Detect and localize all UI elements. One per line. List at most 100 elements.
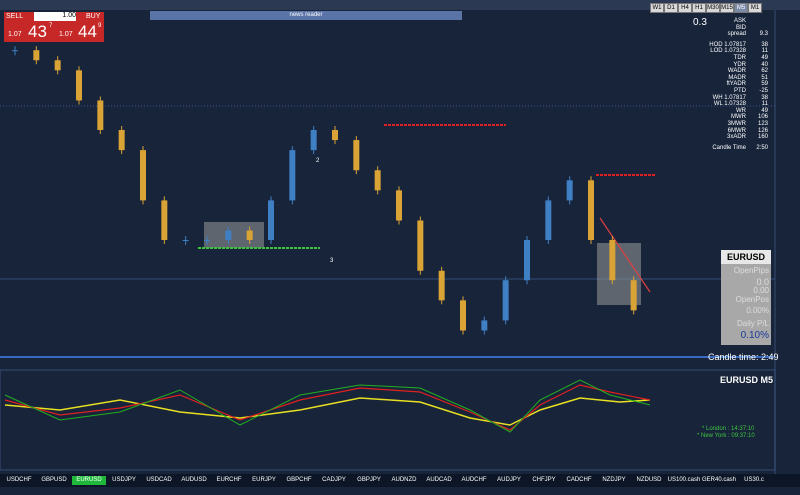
symbol-tab[interactable]: AUDUSD — [181, 477, 207, 483]
symbol-tab[interactable]: USDCHF — [6, 477, 32, 483]
bid-frac: 7 — [49, 23, 53, 29]
symbol-tab[interactable]: AUDJPY — [497, 477, 521, 483]
session: * London : 14:37:10 — [702, 426, 755, 432]
stat-label: WL 1.07328 — [713, 101, 746, 108]
stat-value: 9.3 — [759, 31, 768, 38]
stat-value: 106 — [757, 114, 768, 121]
sell[interactable]: SELL — [6, 13, 24, 20]
spread-top: 0.3 — [693, 17, 707, 28]
symbol-tab[interactable]: AUDNZD — [391, 477, 417, 483]
stat-value: 160 — [757, 134, 768, 141]
indicator-line — [4, 397, 651, 426]
symbol-tab[interactable]: GBPJPY — [357, 477, 381, 483]
candle — [33, 50, 40, 61]
candle — [502, 280, 509, 321]
timeframe[interactable]: M5 — [734, 3, 748, 13]
marker: 2 — [316, 158, 320, 164]
stat-label: 3MWR — [727, 121, 746, 127]
timeframe[interactable]: M15 — [720, 3, 734, 13]
stat-label: MWR — [731, 114, 746, 121]
candle — [204, 239, 210, 241]
stat-value: 123 — [757, 121, 768, 127]
symbol-tab[interactable]: CADCHF — [566, 477, 592, 483]
stat-value: -25 — [759, 88, 768, 94]
symbol-tab[interactable]: GBPUSD — [41, 477, 67, 483]
candle — [417, 220, 424, 271]
session: * New York : 09:37:10 — [697, 433, 755, 439]
stat-label: ftYADR — [726, 81, 746, 88]
marker: 3 — [330, 258, 334, 264]
stat-value: 40 — [761, 61, 768, 68]
stat-label: WR — [736, 107, 746, 114]
candle — [140, 150, 146, 201]
account-panel: EURUSD OpenPips 0.0 OpenPos 0.00 0.00% D… — [721, 250, 771, 345]
ask-big: 1.07 — [59, 31, 73, 38]
ask-pips: 44 — [78, 22, 97, 41]
buy[interactable]: BUY — [86, 13, 101, 20]
zone — [204, 222, 264, 248]
candle — [310, 130, 317, 151]
label: Daily P/L — [736, 319, 769, 328]
symbol-tab[interactable]: AUDCAD — [426, 477, 452, 483]
stat-label: TDR — [733, 55, 746, 61]
symbol-tab[interactable]: EURJPY — [252, 477, 276, 483]
candle — [289, 150, 296, 201]
timeframe[interactable]: M1 — [748, 3, 762, 13]
stat-label: PTD — [734, 88, 746, 94]
stat-value: 38 — [761, 41, 768, 48]
candle — [609, 239, 616, 281]
stat-label: WH 1.07817 — [712, 94, 746, 101]
timeframe[interactable]: M30 — [706, 3, 720, 13]
stat-label: HOD 1.07817 — [709, 41, 746, 48]
candle — [268, 200, 274, 240]
symbol-tab[interactable]: GER40.cash — [702, 477, 737, 483]
candle — [630, 280, 637, 311]
indicator-line — [4, 379, 651, 433]
candle — [524, 239, 530, 281]
symbol-tab[interactable]: AUDCHF — [461, 477, 487, 483]
lot[interactable]: 1.00 — [34, 12, 76, 21]
symbol-tab[interactable]: US30.c — [744, 477, 764, 483]
symbol-tab[interactable]: EURCHF — [216, 477, 242, 483]
timeframe[interactable]: D1 — [664, 3, 678, 13]
stat-label: spread — [727, 31, 746, 38]
candle — [246, 230, 253, 240]
stat-label: BID — [735, 24, 746, 31]
news-reader[interactable]: news reader — [150, 11, 462, 20]
candle — [545, 200, 552, 240]
stat-label: YDR — [733, 61, 746, 68]
stat-value: 62 — [761, 68, 768, 75]
candle — [118, 130, 125, 151]
symbol-tab[interactable]: NZDJPY — [602, 477, 626, 483]
candle — [161, 200, 168, 240]
symbol-tab[interactable]: CHFJPY — [532, 477, 556, 483]
label: OpenPips — [733, 266, 769, 275]
symbol-tab[interactable]: GBPCHF — [286, 477, 312, 483]
value: 0.0 — [756, 277, 769, 287]
timeframe[interactable]: H1 — [692, 3, 706, 13]
timeframe[interactable]: H4 — [678, 3, 692, 13]
symbol-tab[interactable]: NZDUSD — [636, 477, 662, 483]
sub-title: EURUSD M5 — [720, 375, 774, 385]
stat-value: 11 — [761, 101, 768, 108]
candle — [481, 320, 488, 331]
symbol-tab[interactable]: US100.cash — [667, 477, 701, 483]
bid-pips: 43 — [28, 22, 47, 41]
candle — [225, 230, 232, 240]
candle — [332, 130, 338, 141]
symbol-tab[interactable]: EURUSD — [72, 476, 106, 485]
symbol-tab[interactable]: USDCAD — [146, 477, 172, 483]
symbol-tab[interactable]: USDJPY — [112, 477, 136, 483]
candle — [76, 70, 82, 101]
symbol-tab[interactable]: CADJPY — [322, 477, 346, 483]
candle — [54, 60, 61, 71]
stat-value: 2:50 — [756, 144, 768, 151]
value: 0.00 — [753, 286, 769, 295]
trade-widget: SELL 1.00 BUY 1.07 43 7 1.07 44 9 — [4, 12, 104, 42]
timeframe[interactable]: W1 — [650, 3, 664, 13]
stat-label: 3xADR — [726, 134, 746, 141]
candle — [438, 270, 445, 301]
candle — [97, 100, 104, 131]
